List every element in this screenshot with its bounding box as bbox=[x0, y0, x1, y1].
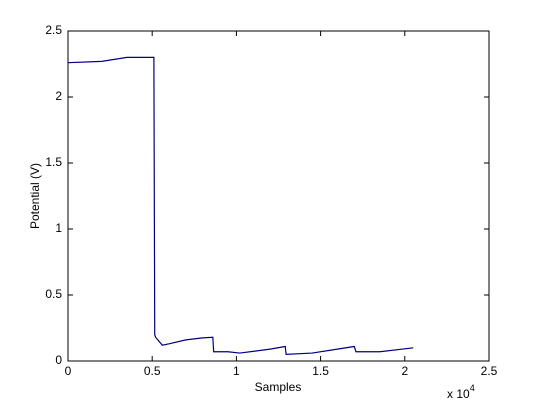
y-tick-label: 2.5 bbox=[45, 23, 62, 37]
plot-box bbox=[67, 30, 490, 362]
x-tick-label: 1 bbox=[233, 364, 240, 378]
y-tick-label: 1.5 bbox=[45, 155, 62, 169]
x-tick-label: 2 bbox=[401, 364, 408, 378]
data-line bbox=[67, 56, 414, 356]
x-multiplier-exp: 4 bbox=[470, 383, 475, 393]
x-tick-label: 0 bbox=[65, 364, 72, 378]
y-tick-label: 1 bbox=[55, 221, 62, 235]
x-multiplier: x 104 bbox=[447, 383, 475, 401]
x-axis-label: Samples bbox=[255, 380, 302, 394]
y-tick-label: 2 bbox=[55, 89, 62, 103]
y-tick-label: 0.5 bbox=[45, 287, 62, 301]
x-tick-label: 0.5 bbox=[144, 364, 161, 378]
y-axis-label: Potential (V) bbox=[28, 163, 42, 229]
x-tick-label: 2.5 bbox=[481, 364, 498, 378]
x-tick-label: 1.5 bbox=[312, 364, 329, 378]
x-multiplier-base: x 10 bbox=[447, 387, 470, 401]
y-tick-label: 0 bbox=[55, 353, 62, 367]
